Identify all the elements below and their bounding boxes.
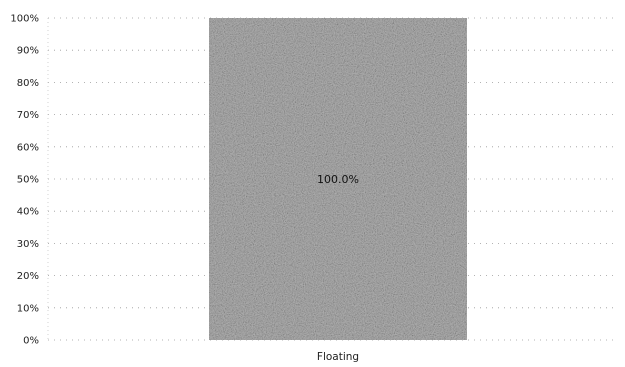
- y-tick-label: 20%: [17, 271, 39, 282]
- data-label: 100.0%: [317, 173, 359, 186]
- y-tick-label: 50%: [17, 175, 39, 186]
- data-labels: 100.0%: [317, 173, 359, 186]
- y-tick-label: 100%: [10, 14, 39, 25]
- bar: [209, 18, 467, 340]
- y-tick-label: 10%: [17, 303, 39, 314]
- gridlines: [48, 17, 618, 341]
- y-tick-label: 80%: [17, 78, 39, 89]
- x-axis: Floating: [317, 351, 359, 363]
- y-tick-label: 30%: [17, 239, 39, 250]
- y-axis: 0% 10% 20% 30% 40% 50% 60% 70% 80% 90% 100%: [10, 14, 49, 347]
- y-tick-label: 0%: [23, 336, 39, 347]
- bars: [209, 18, 467, 340]
- y-tick-label: 40%: [17, 207, 39, 218]
- y-tick-label: 70%: [17, 110, 39, 121]
- y-tick-label: 90%: [17, 46, 39, 57]
- x-category-label: Floating: [317, 351, 359, 363]
- y-tick-label: 60%: [17, 142, 39, 153]
